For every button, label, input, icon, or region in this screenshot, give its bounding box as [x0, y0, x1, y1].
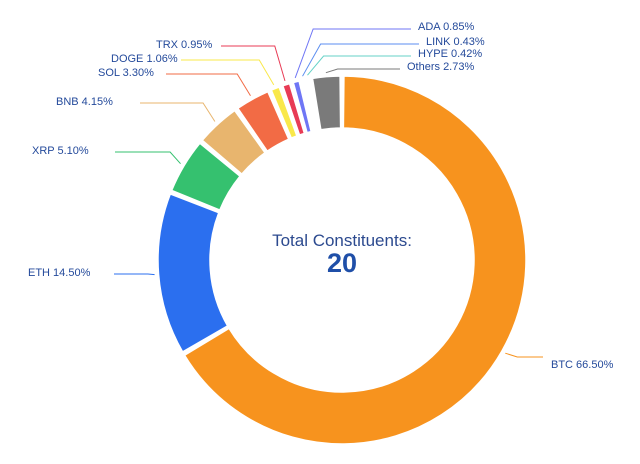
- slice-ada[interactable]: [292, 80, 312, 134]
- leader-line-group: [114, 28, 543, 358]
- slice-link[interactable]: [302, 79, 316, 132]
- slice-doge[interactable]: [270, 86, 298, 139]
- slice-xrp[interactable]: [170, 142, 241, 211]
- leader-line-others: [325, 68, 400, 74]
- slice-label-doge: DOGE 1.06%: [111, 53, 178, 65]
- leader-line-link: [302, 43, 419, 77]
- slice-sol[interactable]: [237, 90, 290, 152]
- slice-label-group: BTC 66.50% ETH 14.50% XRP 5.10% BNB 4.15% SO…: [28, 21, 614, 371]
- slice-group: [157, 75, 527, 445]
- leader-line-ada: [294, 28, 411, 79]
- slice-label-trx: TRX 0.95%: [156, 39, 212, 51]
- leader-line-xrp: [115, 151, 181, 165]
- leader-line-btc: [505, 352, 543, 358]
- slice-btc[interactable]: [183, 75, 527, 445]
- slice-label-others: Others 2.73%: [407, 61, 474, 73]
- leader-line-doge: [181, 59, 275, 86]
- slice-eth[interactable]: [157, 193, 229, 353]
- leader-line-eth: [114, 273, 155, 276]
- slice-label-ada: ADA 0.85%: [418, 21, 474, 33]
- slice-trx[interactable]: [282, 82, 306, 136]
- center-value: 20: [327, 248, 357, 278]
- slice-label-xrp: XRP 5.10%: [32, 145, 89, 157]
- leader-line-bnb: [140, 102, 216, 122]
- slice-label-eth: ETH 14.50%: [28, 267, 91, 279]
- slice-label-bnb: BNB 4.15%: [56, 96, 113, 108]
- slice-label-hype: HYPE 0.42%: [418, 48, 482, 60]
- center-title: Total Constituents:: [272, 231, 412, 250]
- slice-bnb[interactable]: [201, 109, 266, 175]
- slice-label-link: LINK 0.43%: [426, 36, 485, 48]
- slice-others[interactable]: [311, 75, 342, 131]
- leader-line-hype: [307, 55, 411, 76]
- slice-hype[interactable]: [306, 78, 319, 132]
- slice-label-btc: BTC 66.50%: [551, 359, 614, 371]
- leader-line-trx: [221, 45, 286, 81]
- leader-line-sol: [166, 73, 251, 97]
- slice-label-sol: SOL 3.30%: [98, 67, 154, 79]
